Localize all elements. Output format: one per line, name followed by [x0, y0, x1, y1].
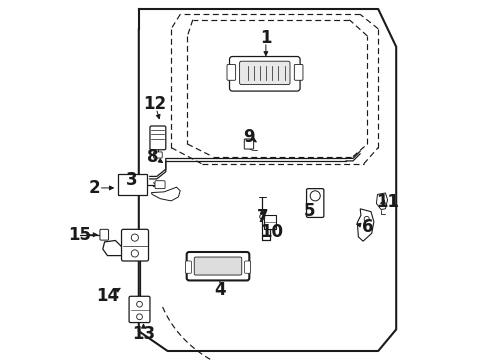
- FancyBboxPatch shape: [122, 229, 148, 261]
- Text: 11: 11: [376, 193, 399, 211]
- Circle shape: [260, 214, 265, 219]
- Text: 12: 12: [144, 95, 167, 113]
- FancyBboxPatch shape: [129, 296, 150, 323]
- FancyBboxPatch shape: [240, 61, 290, 85]
- FancyBboxPatch shape: [186, 261, 192, 273]
- Circle shape: [310, 191, 320, 201]
- Text: 14: 14: [97, 287, 120, 305]
- Circle shape: [137, 301, 143, 307]
- FancyBboxPatch shape: [245, 139, 254, 149]
- FancyBboxPatch shape: [100, 229, 109, 240]
- FancyBboxPatch shape: [307, 189, 324, 217]
- Text: 5: 5: [304, 202, 316, 220]
- FancyBboxPatch shape: [227, 64, 236, 80]
- Text: 13: 13: [132, 325, 155, 343]
- Polygon shape: [376, 193, 388, 210]
- Text: 8: 8: [147, 148, 159, 166]
- Circle shape: [364, 216, 369, 221]
- Text: 1: 1: [260, 29, 271, 47]
- Circle shape: [131, 234, 139, 241]
- Polygon shape: [103, 240, 123, 256]
- Polygon shape: [151, 187, 180, 201]
- FancyBboxPatch shape: [245, 261, 250, 273]
- FancyBboxPatch shape: [229, 57, 300, 91]
- Bar: [265, 215, 276, 229]
- Circle shape: [131, 250, 139, 257]
- Text: 2: 2: [89, 179, 100, 197]
- FancyBboxPatch shape: [187, 252, 249, 280]
- FancyBboxPatch shape: [194, 257, 242, 275]
- Text: 9: 9: [243, 128, 254, 146]
- Text: 3: 3: [126, 171, 137, 189]
- Text: 4: 4: [214, 281, 225, 299]
- FancyBboxPatch shape: [155, 181, 165, 189]
- FancyBboxPatch shape: [294, 64, 303, 80]
- Bar: [118, 174, 147, 195]
- Text: 6: 6: [362, 218, 373, 236]
- Polygon shape: [357, 209, 374, 241]
- Circle shape: [137, 314, 143, 320]
- FancyBboxPatch shape: [153, 152, 162, 158]
- Text: 7: 7: [256, 208, 268, 226]
- Text: 15: 15: [69, 226, 92, 244]
- Text: 10: 10: [261, 223, 284, 241]
- FancyBboxPatch shape: [150, 126, 166, 150]
